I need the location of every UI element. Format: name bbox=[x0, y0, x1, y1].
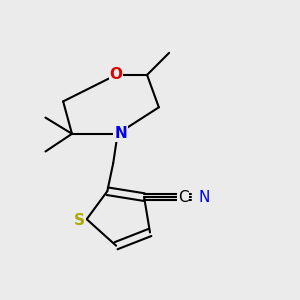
Text: N: N bbox=[199, 190, 210, 205]
Text: S: S bbox=[74, 213, 85, 228]
Text: C: C bbox=[178, 190, 188, 205]
Text: N: N bbox=[114, 126, 127, 141]
Text: O: O bbox=[110, 68, 123, 82]
